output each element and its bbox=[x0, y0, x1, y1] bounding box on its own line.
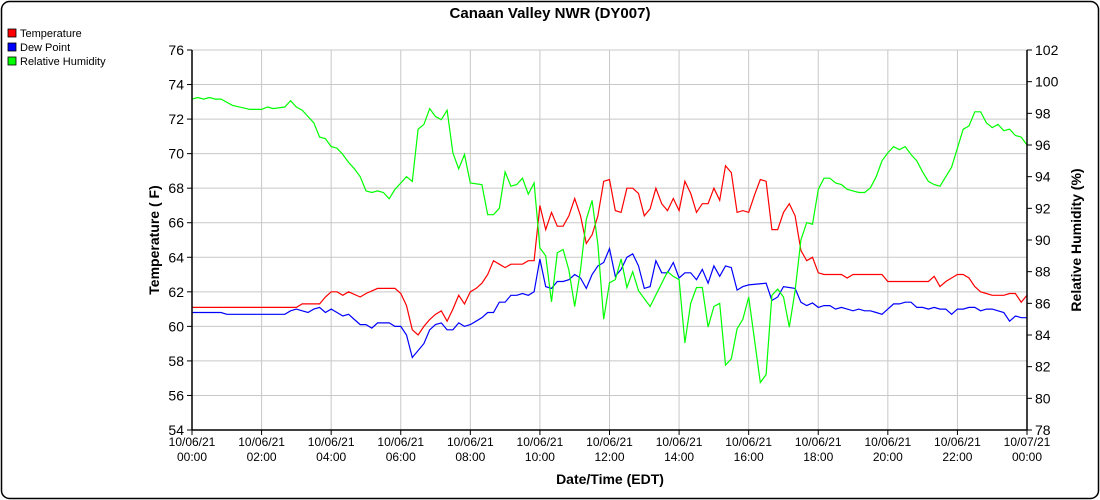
dew-point-legend-label: Dew Point bbox=[20, 42, 70, 54]
y2-tick-label: 88 bbox=[1035, 264, 1051, 280]
x-tick-time: 00:00 bbox=[1012, 450, 1042, 464]
x-tick-date: 10/06/21 bbox=[586, 435, 633, 449]
x-tick-date: 10/06/21 bbox=[864, 435, 911, 449]
temperature-legend-swatch bbox=[7, 28, 17, 38]
y2-tick-label: 94 bbox=[1035, 169, 1051, 185]
x-tick-time: 18:00 bbox=[803, 450, 833, 464]
x-tick-date: 10/06/21 bbox=[795, 435, 842, 449]
x-tick-time: 04:00 bbox=[316, 450, 346, 464]
y2-tick-label: 96 bbox=[1035, 137, 1051, 153]
temperature-line bbox=[192, 164, 1028, 336]
x-tick-time: 22:00 bbox=[942, 450, 972, 464]
y2-tick-label: 80 bbox=[1035, 390, 1051, 406]
y2-tick-label: 90 bbox=[1035, 232, 1051, 248]
x-tick-time: 02:00 bbox=[247, 450, 277, 464]
y-tick-label: 68 bbox=[168, 180, 184, 196]
x-tick-time: 10:00 bbox=[525, 450, 555, 464]
x-axis-label: Date/Time (EDT) bbox=[556, 471, 664, 487]
y-tick-label: 58 bbox=[168, 353, 184, 369]
y2-tick-label: 92 bbox=[1035, 200, 1051, 216]
dew-point-legend-swatch bbox=[7, 42, 17, 52]
y2-axis-label: Relative Humidity (%) bbox=[1068, 168, 1084, 311]
relative-humidity-legend-label: Relative Humidity bbox=[20, 56, 106, 68]
x-tick-date: 10/06/21 bbox=[377, 435, 424, 449]
y-axis-label: Temperature ( F) bbox=[146, 185, 162, 294]
axes: 54 56 58 60 62 64 66 68 70 72 74 76 78 80 82 84 86 88 90 92… bbox=[168, 42, 1058, 464]
relative-humidity-line bbox=[191, 96, 1028, 385]
y2-tick-label: 100 bbox=[1035, 74, 1059, 90]
x-tick-date: 10/06/21 bbox=[934, 435, 981, 449]
y2-tick-label: 78 bbox=[1035, 422, 1051, 438]
x-tick-time: 14:00 bbox=[664, 450, 694, 464]
y-tick-label: 74 bbox=[168, 77, 184, 93]
y-tick-label: 62 bbox=[168, 284, 184, 300]
y-tick-label: 56 bbox=[168, 387, 184, 403]
x-tick-time: 12:00 bbox=[594, 450, 624, 464]
x-tick-date: 10/06/21 bbox=[308, 435, 355, 449]
x-tick-date: 10/06/21 bbox=[447, 435, 494, 449]
x-tick-date: 10/07/21 bbox=[1004, 435, 1051, 449]
x-tick-time: 00:00 bbox=[177, 450, 207, 464]
dew-point-line bbox=[192, 246, 1027, 359]
y2-tick-label: 102 bbox=[1035, 42, 1059, 58]
y-tick-label: 60 bbox=[168, 318, 184, 334]
x-tick-date: 10/06/21 bbox=[238, 435, 285, 449]
y-tick-label: 76 bbox=[168, 42, 184, 58]
y-tick-label: 64 bbox=[168, 249, 184, 265]
x-tick-date: 10/06/21 bbox=[169, 435, 216, 449]
y2-tick-label: 98 bbox=[1035, 105, 1051, 121]
x-tick-date: 10/06/21 bbox=[517, 435, 564, 449]
y2-tick-label: 82 bbox=[1035, 359, 1051, 375]
relative-humidity-legend-swatch bbox=[7, 56, 17, 66]
y-tick-label: 72 bbox=[168, 111, 184, 127]
y-tick-label: 54 bbox=[168, 422, 184, 438]
temperature-legend-label: Temperature bbox=[20, 28, 82, 40]
x-tick-time: 16:00 bbox=[734, 450, 764, 464]
y2-tick-label: 84 bbox=[1035, 327, 1051, 343]
chart-title: Canaan Valley NWR (DY007) bbox=[450, 5, 651, 22]
x-tick-time: 20:00 bbox=[873, 450, 903, 464]
legend: Temperature Dew Point Relative Humidity bbox=[7, 28, 106, 68]
y-tick-label: 66 bbox=[168, 215, 184, 231]
x-tick-time: 06:00 bbox=[386, 450, 416, 464]
y2-tick-label: 86 bbox=[1035, 295, 1051, 311]
x-tick-time: 08:00 bbox=[455, 450, 485, 464]
series-lines bbox=[191, 96, 1028, 385]
x-tick-date: 10/06/21 bbox=[656, 435, 703, 449]
x-tick-date: 10/06/21 bbox=[725, 435, 772, 449]
y-tick-label: 70 bbox=[168, 146, 184, 162]
